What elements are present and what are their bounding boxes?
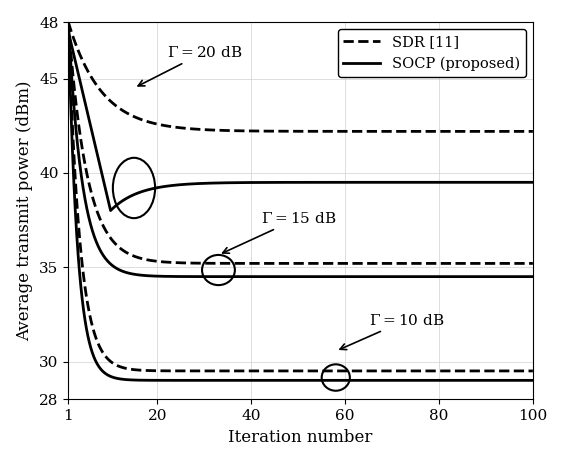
Legend: SDR [11], SOCP (proposed): SDR [11], SOCP (proposed) <box>338 29 526 77</box>
SOCP (proposed) <box>530 180 536 185</box>
SDR [11] <box>65 19 72 25</box>
SOCP (proposed) <box>431 180 438 185</box>
SOCP (proposed) <box>291 180 298 185</box>
SDR [11] <box>89 75 95 81</box>
SDR [11] <box>530 128 536 134</box>
SOCP (proposed) <box>279 180 285 185</box>
Text: $\Gamma = 15$ dB: $\Gamma = 15$ dB <box>223 211 336 253</box>
SOCP (proposed) <box>65 29 72 34</box>
SOCP (proposed) <box>516 180 523 185</box>
X-axis label: Iteration number: Iteration number <box>228 428 373 445</box>
SDR [11] <box>291 128 298 134</box>
Y-axis label: Average transmit power (dBm): Average transmit power (dBm) <box>16 80 33 341</box>
Line: SDR [11]: SDR [11] <box>68 22 533 131</box>
Text: $\Gamma = 20$ dB: $\Gamma = 20$ dB <box>138 45 242 86</box>
SDR [11] <box>431 128 438 134</box>
Line: SOCP (proposed): SOCP (proposed) <box>68 31 533 211</box>
SDR [11] <box>516 128 523 134</box>
SOCP (proposed) <box>89 129 95 135</box>
SDR [11] <box>279 128 285 134</box>
Text: $\Gamma = 10$ dB: $\Gamma = 10$ dB <box>340 313 444 350</box>
SOCP (proposed) <box>107 208 114 213</box>
SDR [11] <box>516 128 523 134</box>
SOCP (proposed) <box>516 180 523 185</box>
